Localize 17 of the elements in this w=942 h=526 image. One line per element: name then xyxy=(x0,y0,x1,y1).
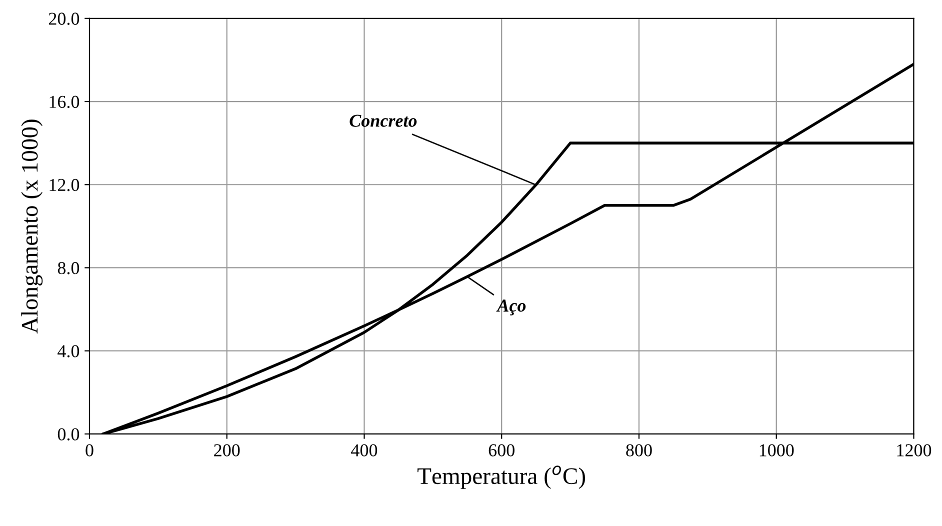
y-tick-label: 12.0 xyxy=(50,178,80,192)
text: Concreto xyxy=(350,114,417,127)
y-axis-title: Alongamento (x 1000) xyxy=(21,120,43,334)
x-tick-label: 200 xyxy=(214,444,240,456)
y-tick-label: 0.0 xyxy=(58,428,80,440)
y-tick-label: 4.0 xyxy=(58,345,80,358)
x-tick-label: 1000 xyxy=(760,444,794,456)
y-tick-label: 8.0 xyxy=(58,262,80,274)
legend-label: Aço xyxy=(496,300,526,316)
x-tick-label: 1200 xyxy=(897,444,932,456)
y-tick-label: 20.0 xyxy=(48,12,80,25)
x-tick-label: 0 xyxy=(86,444,94,456)
y-tick-label: 16.0 xyxy=(50,96,80,108)
x-tick-label: 400 xyxy=(351,444,378,456)
x-axis-title: Temperatura ($^{o}$C) xyxy=(418,466,586,489)
x-tick-label: 800 xyxy=(626,444,652,456)
x-tick-label: 600 xyxy=(488,444,514,456)
